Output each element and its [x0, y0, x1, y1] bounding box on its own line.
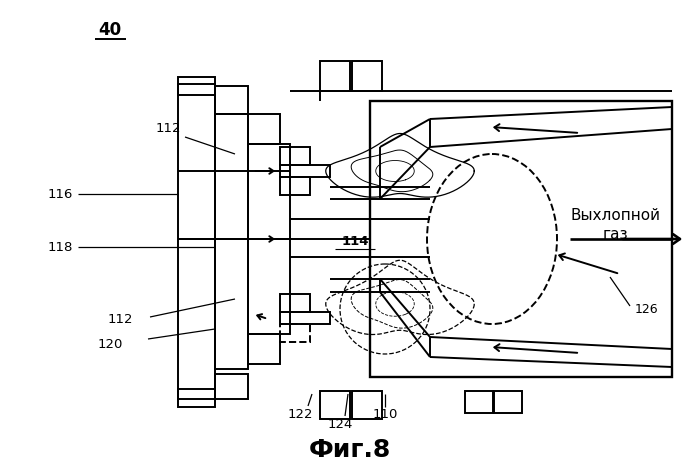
Bar — [178, 85, 215, 399]
Bar — [370, 102, 672, 377]
Text: 40: 40 — [99, 21, 122, 39]
Bar — [320, 391, 350, 419]
Text: 112: 112 — [107, 313, 133, 326]
Text: 120: 120 — [97, 338, 122, 351]
Text: 112: 112 — [155, 121, 181, 134]
Text: Выхлопной
газ: Выхлопной газ — [570, 208, 660, 241]
Bar — [280, 324, 310, 342]
Bar — [465, 391, 493, 413]
Text: 110: 110 — [372, 407, 398, 420]
Bar — [320, 62, 350, 92]
Bar — [352, 391, 382, 419]
Text: 126: 126 — [635, 303, 659, 316]
Bar — [280, 166, 330, 178]
Bar — [248, 115, 280, 144]
Text: Фиг.8: Фиг.8 — [309, 437, 391, 461]
Text: 124: 124 — [328, 418, 353, 431]
Bar — [178, 78, 215, 96]
Bar — [494, 391, 522, 413]
Bar — [352, 62, 382, 92]
Bar — [215, 87, 248, 115]
Text: 122: 122 — [287, 407, 313, 420]
Bar — [248, 144, 290, 334]
Bar — [248, 334, 280, 364]
Bar — [280, 148, 310, 166]
Text: 116: 116 — [48, 188, 74, 201]
Bar — [280, 294, 310, 313]
Bar — [178, 389, 215, 407]
Bar — [215, 374, 248, 399]
Text: 114: 114 — [342, 235, 369, 248]
Bar — [280, 313, 330, 324]
Bar — [280, 178, 310, 195]
Text: 118: 118 — [48, 241, 74, 254]
Bar — [215, 115, 248, 369]
